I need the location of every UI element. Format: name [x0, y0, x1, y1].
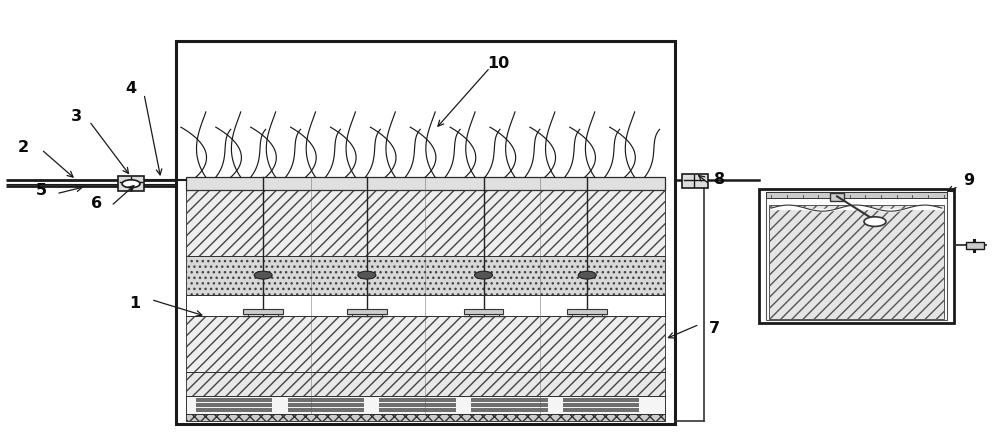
Bar — [186, 255, 665, 295]
Text: 3: 3 — [71, 109, 82, 124]
Text: 10: 10 — [487, 56, 509, 71]
Circle shape — [864, 217, 886, 226]
Bar — [759, 188, 954, 323]
Bar — [176, 41, 675, 424]
Bar — [186, 316, 665, 372]
Bar — [830, 193, 844, 201]
Text: 7: 7 — [709, 321, 720, 336]
Bar — [769, 205, 944, 319]
Bar — [766, 191, 947, 198]
Bar — [186, 190, 665, 255]
Bar — [186, 413, 665, 421]
Text: 5: 5 — [36, 183, 47, 198]
Bar — [186, 295, 665, 316]
Bar — [464, 309, 503, 314]
Text: 6: 6 — [91, 196, 102, 211]
Circle shape — [358, 271, 376, 279]
Text: 1: 1 — [129, 297, 141, 311]
Circle shape — [475, 271, 493, 279]
Bar — [186, 372, 665, 396]
Bar — [682, 174, 708, 187]
Bar — [186, 396, 665, 413]
Text: 9: 9 — [963, 173, 974, 188]
Bar — [567, 309, 607, 314]
Circle shape — [578, 271, 596, 279]
Circle shape — [254, 271, 272, 279]
Text: 4: 4 — [125, 81, 137, 96]
Bar — [766, 191, 947, 321]
Bar — [347, 309, 387, 314]
Bar — [966, 242, 984, 249]
Bar — [118, 177, 144, 191]
Circle shape — [122, 180, 140, 187]
Bar — [243, 309, 283, 314]
Text: 2: 2 — [18, 140, 29, 155]
Bar — [186, 177, 665, 190]
Text: 8: 8 — [714, 172, 725, 187]
